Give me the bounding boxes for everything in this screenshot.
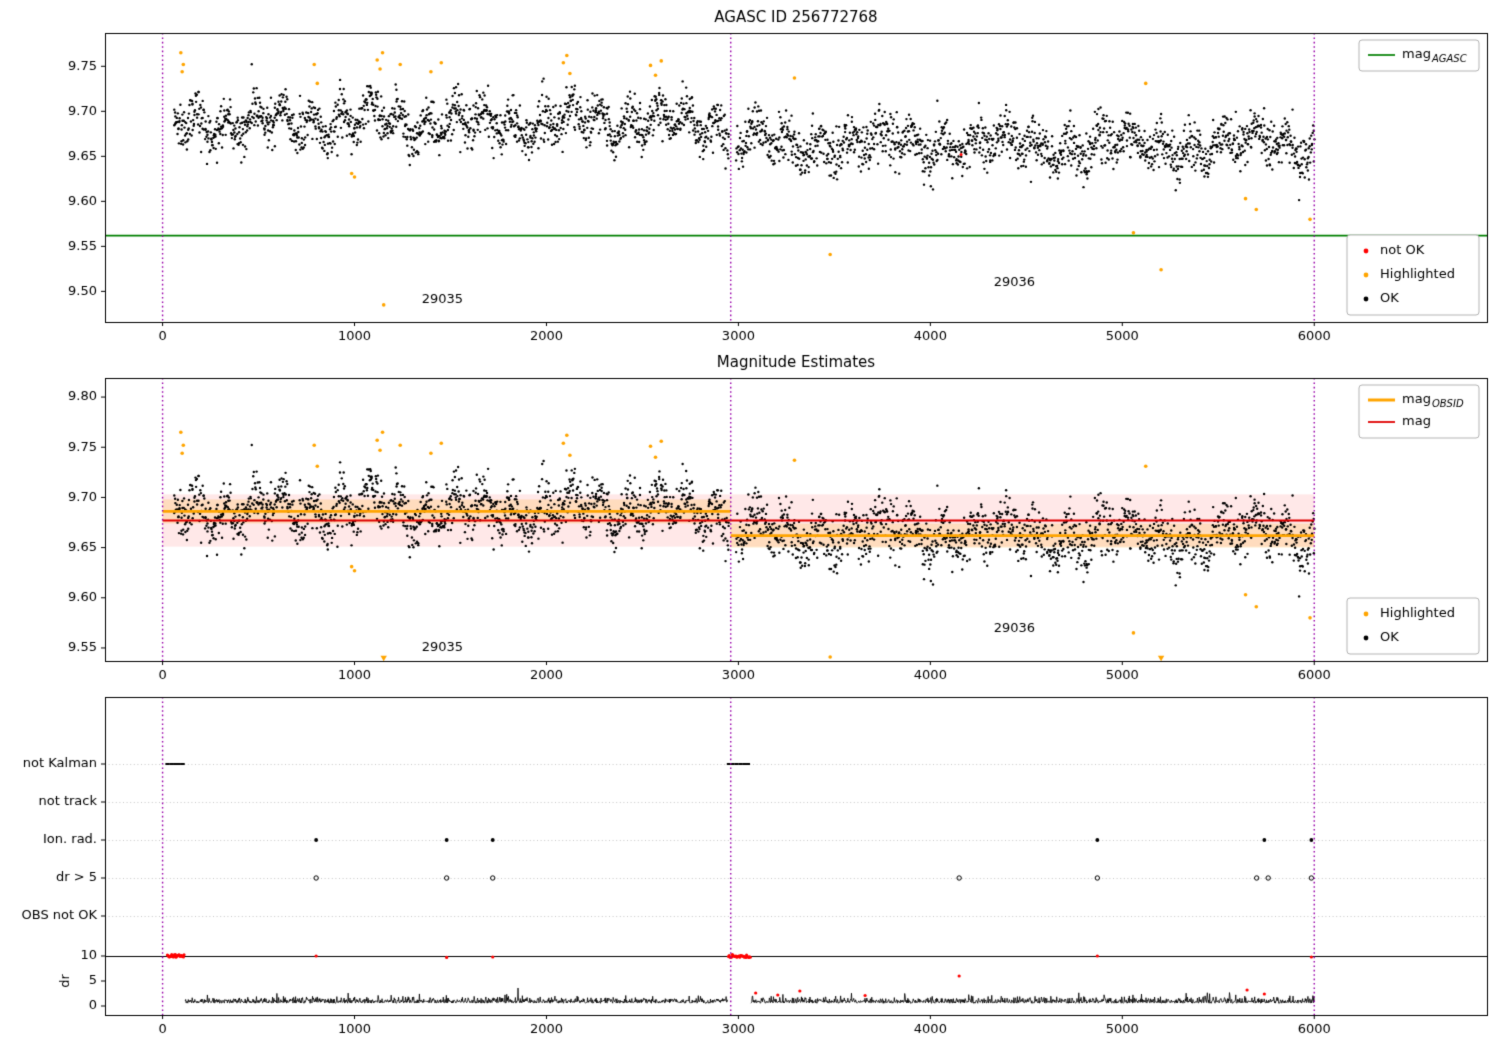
agasc-magnitude-figure bbox=[0, 0, 1500, 1050]
plots-canvas bbox=[0, 0, 1500, 1050]
